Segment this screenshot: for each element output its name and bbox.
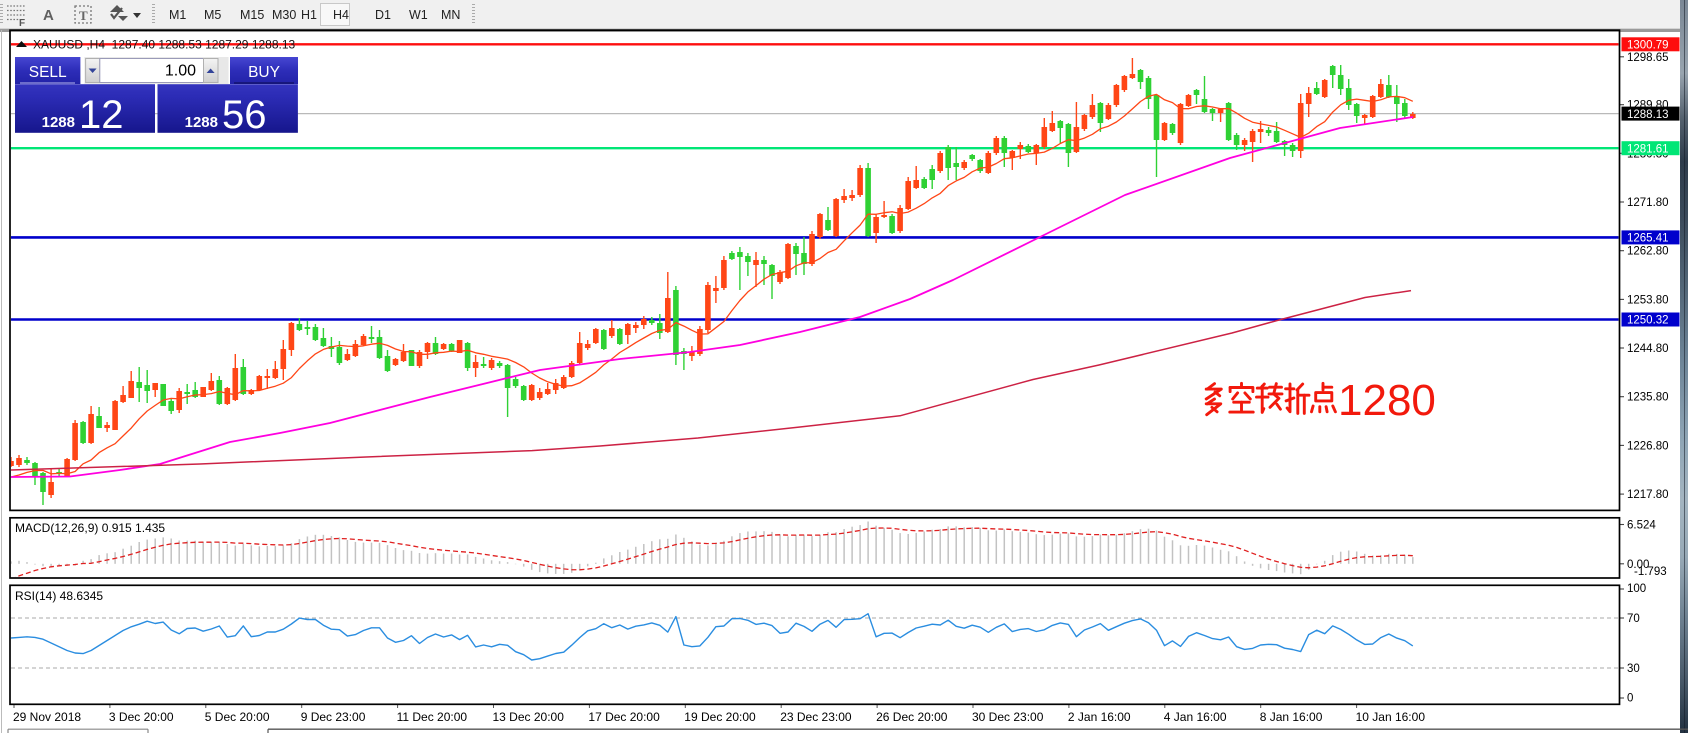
svg-text:56: 56 — [222, 93, 267, 137]
svg-text:6.524: 6.524 — [1627, 520, 1656, 532]
svg-text:1244.80: 1244.80 — [1627, 343, 1669, 355]
svg-text:29 Nov 2018: 29 Nov 2018 — [13, 710, 81, 724]
svg-text:1250.32: 1250.32 — [1627, 315, 1669, 327]
svg-text:1288: 1288 — [42, 114, 75, 131]
svg-text:1298.65: 1298.65 — [1627, 52, 1669, 64]
svg-text:-1.793: -1.793 — [1634, 566, 1667, 578]
svg-text:1217.80: 1217.80 — [1627, 489, 1669, 501]
svg-text:RSI(14) 48.6345: RSI(14) 48.6345 — [15, 589, 103, 603]
svg-text:0.00: 0.00 — [1627, 559, 1649, 571]
svg-text:9 Dec 23:00: 9 Dec 23:00 — [301, 710, 366, 724]
svg-text:1253.80: 1253.80 — [1627, 294, 1669, 306]
svg-text:26 Dec 20:00: 26 Dec 20:00 — [876, 710, 948, 724]
svg-text:1226.80: 1226.80 — [1627, 440, 1669, 452]
svg-text:1271.80: 1271.80 — [1627, 197, 1669, 209]
svg-text:SELL: SELL — [29, 64, 67, 81]
svg-text:1235.80: 1235.80 — [1627, 392, 1669, 404]
svg-text:XAUUSD ,H4 1287.40 1288.53 12: XAUUSD ,H4 1287.40 1288.53 1287.29 1288.… — [33, 38, 296, 52]
svg-text:12: 12 — [79, 93, 124, 137]
svg-text:30: 30 — [1627, 663, 1640, 675]
svg-text:1.00: 1.00 — [165, 63, 196, 80]
svg-text:19 Dec 20:00: 19 Dec 20:00 — [684, 710, 756, 724]
svg-text:2 Jan 16:00: 2 Jan 16:00 — [1068, 710, 1131, 724]
svg-text:A: A — [43, 7, 54, 24]
svg-text:23 Dec 23:00: 23 Dec 23:00 — [780, 710, 852, 724]
svg-text:MACD(12,26,9) 0.915 1.435: MACD(12,26,9) 0.915 1.435 — [15, 521, 165, 535]
svg-text:T: T — [79, 8, 88, 23]
svg-text:30 Dec 23:00: 30 Dec 23:00 — [972, 710, 1044, 724]
svg-text:F: F — [19, 18, 25, 29]
svg-text:10 Jan 16:00: 10 Jan 16:00 — [1356, 710, 1426, 724]
svg-text:1288.13: 1288.13 — [1627, 109, 1669, 121]
svg-text:17 Dec 20:00: 17 Dec 20:00 — [588, 710, 660, 724]
svg-text:13 Dec 20:00: 13 Dec 20:00 — [493, 710, 565, 724]
svg-text:0: 0 — [1627, 693, 1633, 705]
svg-text:1300.79: 1300.79 — [1627, 40, 1669, 52]
svg-text:1280: 1280 — [1338, 376, 1436, 425]
svg-text:8 Jan 16:00: 8 Jan 16:00 — [1260, 710, 1323, 724]
svg-text:100: 100 — [1627, 583, 1646, 595]
svg-text:BUY: BUY — [248, 64, 280, 81]
svg-text:5 Dec 20:00: 5 Dec 20:00 — [205, 710, 270, 724]
svg-text:70: 70 — [1627, 613, 1640, 625]
svg-text:4 Jan 16:00: 4 Jan 16:00 — [1164, 710, 1227, 724]
svg-text:1265.41: 1265.41 — [1627, 233, 1669, 245]
svg-text:11 Dec 20:00: 11 Dec 20:00 — [397, 710, 468, 724]
svg-text:3 Dec 20:00: 3 Dec 20:00 — [109, 710, 174, 724]
svg-text:1288: 1288 — [185, 114, 218, 131]
svg-text:1262.80: 1262.80 — [1627, 246, 1669, 258]
svg-text:1281.61: 1281.61 — [1627, 143, 1669, 155]
